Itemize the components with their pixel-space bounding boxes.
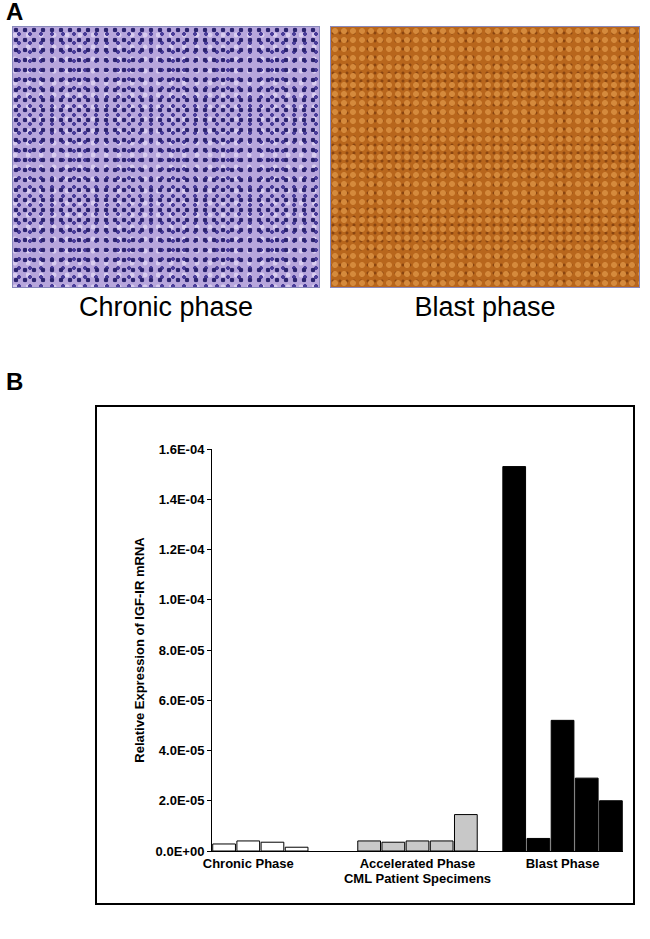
svg-text:0.0E+00: 0.0E+00 (156, 844, 205, 859)
svg-text:2.0E-05: 2.0E-05 (159, 793, 205, 808)
svg-text:1.4E-04: 1.4E-04 (159, 492, 205, 507)
svg-text:Blast Phase: Blast Phase (526, 856, 600, 871)
svg-text:6.0E-05: 6.0E-05 (159, 693, 205, 708)
svg-text:8.0E-05: 8.0E-05 (159, 643, 205, 658)
svg-text:1.6E-04: 1.6E-04 (159, 442, 205, 457)
svg-text:1.2E-04: 1.2E-04 (159, 542, 205, 557)
html-text:Chronic phase: Chronic phase (78, 292, 253, 322)
svg-text:Chronic Phase: Chronic Phase (203, 856, 294, 871)
svg-text:1.0E-04: 1.0E-04 (159, 592, 205, 607)
html-text:Blast phase: Blast phase (414, 292, 556, 322)
svg-text:Relative Expression of IGF-IR: Relative Expression of IGF-IR mRNA (132, 537, 147, 763)
svg-text:4.0E-05: 4.0E-05 (159, 743, 205, 758)
html-text:B: B (6, 368, 24, 395)
svg-text:CML Patient Specimens: CML Patient Specimens (344, 871, 491, 886)
svg-text:Accelerated Phase: Accelerated Phase (360, 856, 476, 871)
